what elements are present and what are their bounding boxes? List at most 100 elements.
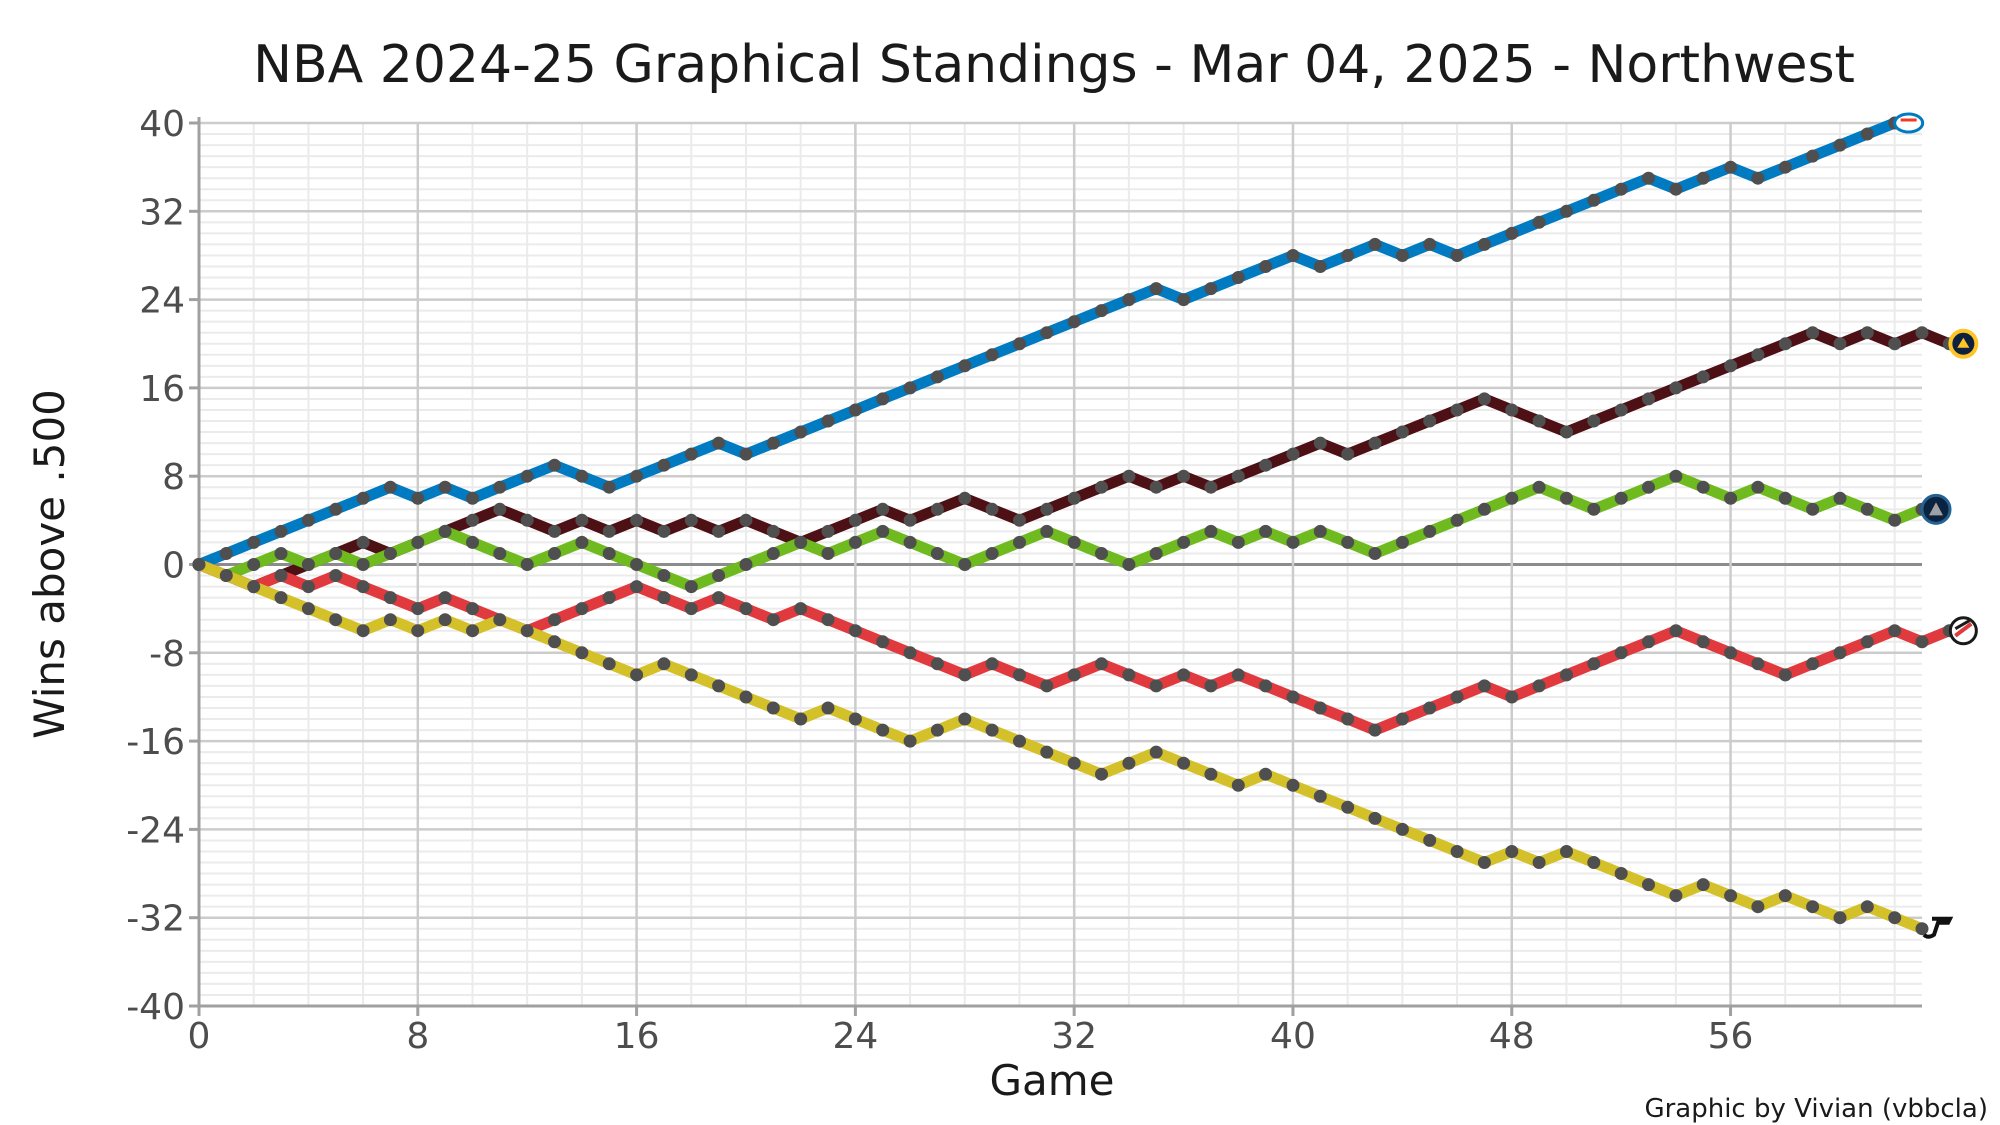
data-point <box>1395 425 1409 439</box>
y-tick-label: 0 <box>162 546 185 587</box>
data-point <box>1833 138 1847 152</box>
data-point <box>329 547 343 560</box>
data-point <box>411 535 425 549</box>
data-point <box>1860 502 1874 516</box>
data-point <box>493 613 507 627</box>
data-point <box>794 535 808 549</box>
data-point <box>1231 535 1245 549</box>
data-point <box>876 392 890 406</box>
data-point <box>1149 679 1163 693</box>
data-point <box>1477 502 1491 516</box>
y-tick-label: -32 <box>126 899 185 940</box>
data-point <box>1040 502 1054 516</box>
data-point <box>1177 535 1191 549</box>
data-point <box>493 480 507 494</box>
data-point <box>1286 690 1300 704</box>
data-point <box>548 635 561 649</box>
data-point <box>930 723 944 737</box>
data-point <box>1560 204 1573 218</box>
data-point <box>1477 856 1491 869</box>
data-point <box>219 569 233 582</box>
data-point <box>1587 856 1601 869</box>
data-point <box>848 513 862 527</box>
data-point <box>766 613 780 627</box>
data-point <box>1751 657 1765 671</box>
data-point <box>438 613 452 627</box>
data-point <box>1040 679 1054 693</box>
data-point <box>903 535 917 549</box>
data-point <box>575 469 589 483</box>
data-point <box>493 502 507 516</box>
data-point <box>1423 701 1437 715</box>
data-point <box>1778 160 1792 174</box>
data-point <box>821 701 835 715</box>
data-point <box>739 558 753 571</box>
data-point <box>958 712 972 726</box>
series-2 <box>192 326 1956 594</box>
data-point <box>602 524 616 538</box>
data-point <box>1915 922 1929 936</box>
data-point <box>466 624 479 638</box>
data-point <box>657 524 671 538</box>
data-point <box>1642 480 1655 494</box>
data-point <box>1259 260 1273 273</box>
data-point <box>1450 513 1464 527</box>
data-point <box>1231 271 1245 284</box>
y-tick-label: 24 <box>139 281 185 322</box>
data-point <box>1122 558 1136 571</box>
data-point <box>1669 889 1683 903</box>
data-point <box>848 712 862 726</box>
data-point <box>1724 491 1738 505</box>
data-point <box>1259 458 1273 472</box>
data-point <box>821 613 835 627</box>
data-point <box>1231 668 1245 682</box>
data-point <box>411 491 425 505</box>
data-point <box>930 657 944 671</box>
data-point <box>985 723 999 737</box>
data-point <box>1122 469 1136 483</box>
data-point <box>766 524 780 538</box>
data-point <box>1341 447 1355 461</box>
data-point <box>1751 900 1765 914</box>
data-point <box>1204 282 1218 296</box>
data-point <box>766 436 780 450</box>
data-point <box>1915 326 1929 340</box>
data-point <box>1860 127 1874 141</box>
data-point <box>958 359 972 373</box>
series-line <box>193 470 1928 593</box>
data-point <box>1477 237 1491 251</box>
data-point <box>1696 370 1710 384</box>
data-point <box>903 734 917 748</box>
data-point <box>712 569 726 582</box>
data-point <box>329 613 343 627</box>
data-point <box>1040 524 1054 538</box>
data-point <box>1177 668 1191 682</box>
data-point <box>930 547 944 560</box>
data-point <box>1013 513 1026 527</box>
data-point <box>1013 535 1026 549</box>
data-point <box>985 502 999 516</box>
data-point <box>1095 767 1108 781</box>
data-point <box>821 547 835 560</box>
data-point <box>1259 767 1273 781</box>
data-point <box>1560 845 1573 858</box>
series-5 <box>192 558 1929 936</box>
data-point <box>739 513 753 527</box>
data-point <box>383 547 397 560</box>
nuggets-logo-icon <box>1948 328 1979 359</box>
data-point <box>1231 778 1245 792</box>
data-point <box>575 513 589 527</box>
y-tick-label: -24 <box>126 810 185 851</box>
data-point <box>1477 392 1491 406</box>
data-point <box>356 491 370 505</box>
data-point <box>630 469 644 483</box>
data-point <box>903 513 917 527</box>
data-point <box>1313 701 1327 715</box>
data-point <box>1013 668 1026 682</box>
x-tick-label: 48 <box>1489 1016 1535 1057</box>
data-point <box>247 580 261 594</box>
data-point <box>876 524 890 538</box>
data-point <box>1013 337 1026 351</box>
